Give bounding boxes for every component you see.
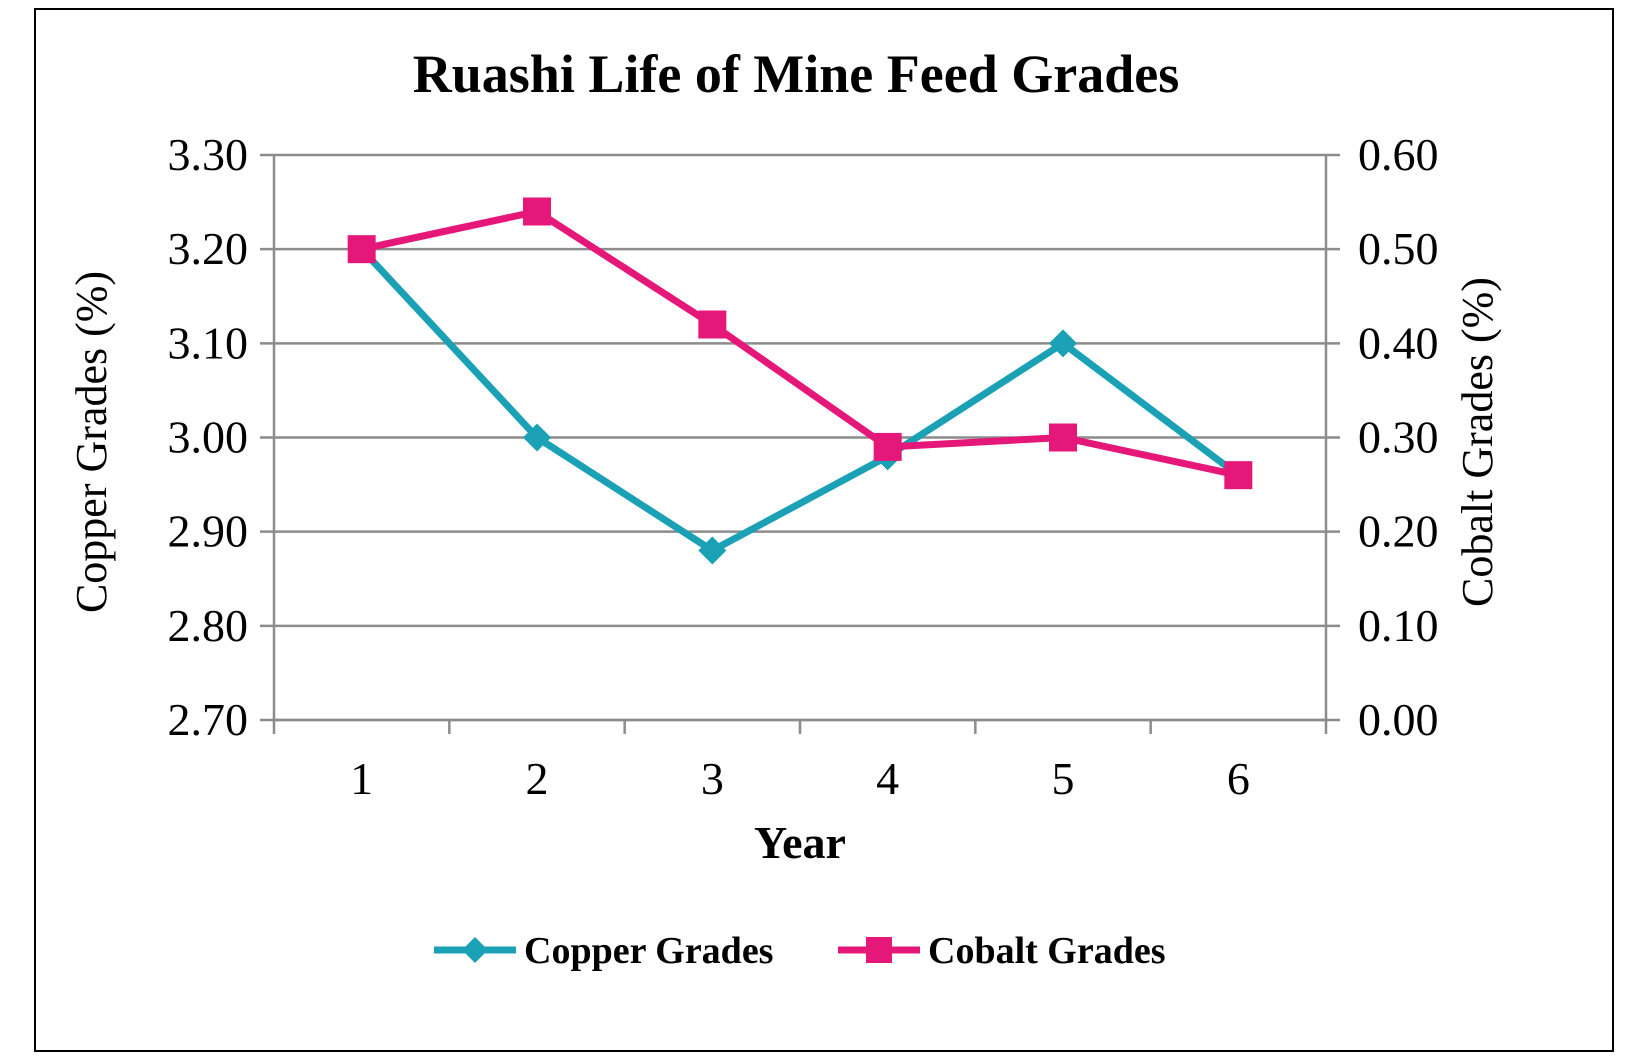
- x-tick-label: 1: [350, 753, 373, 804]
- series-cobalt-grades: [347, 197, 1253, 490]
- chart-svg: Ruashi Life of Mine Feed Grades 2.70 2.80…: [67, 44, 1502, 972]
- series-copper-grades: [347, 235, 1253, 565]
- x-tick-label: 3: [701, 753, 724, 804]
- left-y-axis-label: Copper Grades (%): [67, 271, 116, 613]
- data-point-square: [347, 235, 376, 264]
- legend: Copper Grades Cobalt Grades: [434, 930, 1166, 972]
- x-tick-label: 6: [1227, 753, 1250, 804]
- left-y-tick-label: 2.70: [168, 694, 249, 745]
- legend-marker-square: [866, 937, 892, 963]
- right-y-tick-label: 0.10: [1358, 600, 1439, 651]
- x-tick-label: 2: [526, 753, 549, 804]
- data-point-square: [1049, 423, 1077, 452]
- axes: [272, 155, 1328, 734]
- series-layer: [347, 197, 1253, 565]
- data-point-square: [523, 197, 551, 226]
- right-y-tick-label: 0.30: [1358, 412, 1439, 463]
- left-y-tick-label: 3.30: [168, 129, 249, 180]
- left-y-tick-label: 2.80: [168, 600, 249, 651]
- x-tick-label: 5: [1052, 753, 1075, 804]
- series-line: [359, 246, 1241, 554]
- chart-title: Ruashi Life of Mine Feed Grades: [413, 44, 1179, 104]
- x-tick-label: 4: [876, 753, 899, 804]
- right-y-tick-label: 0.00: [1358, 694, 1439, 745]
- data-point-square: [698, 310, 727, 339]
- x-axis-label: Year: [754, 817, 846, 868]
- right-y-tick-label: 0.50: [1358, 223, 1439, 274]
- right-y-tick-label: 0.40: [1358, 317, 1439, 368]
- right-y-ticks: 0.00 0.10 0.20 0.30 0.40 0.50 0.60: [1358, 129, 1439, 745]
- legend-entry: Cobalt Grades: [838, 930, 1166, 972]
- left-y-ticks: 2.70 2.80 2.90 3.00 3.10 3.20 3.30: [168, 129, 249, 745]
- left-y-tick-label: 3.10: [168, 317, 249, 368]
- data-point-square: [873, 432, 902, 461]
- data-point-diamond: [1049, 329, 1077, 358]
- data-point-square: [1224, 461, 1253, 490]
- right-y-tick-label: 0.20: [1358, 506, 1439, 557]
- legend-label: Copper Grades: [524, 930, 773, 972]
- x-ticks: 1 2 3 4 5 6: [350, 753, 1250, 804]
- legend-marker-diamond: [462, 937, 488, 963]
- data-point-diamond: [698, 536, 727, 565]
- left-y-tick-label: 2.90: [168, 506, 249, 557]
- gridlines: [260, 153, 1340, 722]
- right-y-tick-label: 0.60: [1358, 129, 1439, 180]
- series-line: [360, 208, 1240, 479]
- legend-label: Cobalt Grades: [928, 930, 1166, 972]
- right-y-axis-label: Cobalt Grades (%): [1453, 277, 1502, 607]
- chart-frame: Ruashi Life of Mine Feed Grades 2.70 2.80…: [34, 8, 1614, 1052]
- left-y-tick-label: 3.20: [168, 223, 249, 274]
- data-point-diamond: [523, 423, 551, 452]
- legend-entry: Copper Grades: [434, 930, 773, 972]
- left-y-tick-label: 3.00: [168, 412, 249, 463]
